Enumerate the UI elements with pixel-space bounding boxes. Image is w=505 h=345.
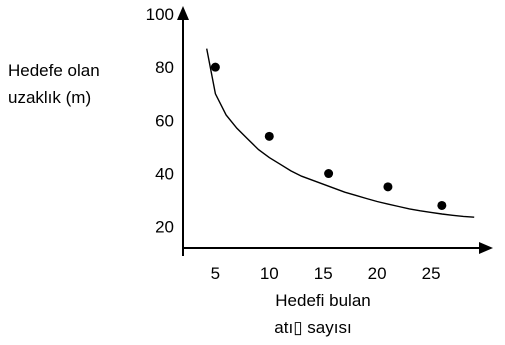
y-tick-label: 40: [155, 165, 174, 184]
x-tick-label: 25: [422, 264, 441, 283]
y-axis-label-line-2: uzaklık (m): [8, 88, 91, 107]
y-axis-arrow-icon: [177, 6, 189, 20]
data-point: [437, 200, 447, 210]
y-axis-label-line-1: Hedefe olan: [8, 61, 100, 80]
x-tick-label: 5: [211, 264, 220, 283]
data-points: [210, 62, 447, 210]
x-tick-label: 10: [260, 264, 279, 283]
data-point: [210, 62, 220, 72]
data-point: [264, 131, 274, 141]
data-point: [324, 169, 334, 179]
x-tick-label: 20: [368, 264, 387, 283]
x-axis: [183, 242, 493, 254]
y-tick-label: 80: [155, 58, 174, 77]
y-tick-label: 100: [146, 5, 174, 24]
y-tick-label: 60: [155, 111, 174, 130]
trend-curve: [206, 48, 475, 218]
x-axis-label-line-1: Hedefi bulan: [275, 291, 370, 310]
y-tick-label: 20: [155, 218, 174, 237]
x-tick-labels: 5 10 15 20 25: [211, 264, 441, 283]
data-point: [383, 182, 393, 192]
x-axis-arrow-icon: [479, 242, 493, 254]
x-axis-label-line-2: atı▯ sayısı: [274, 318, 351, 337]
y-tick-labels: 20 40 60 80 100: [146, 5, 174, 237]
x-tick-label: 15: [314, 264, 333, 283]
y-axis: [177, 6, 189, 256]
